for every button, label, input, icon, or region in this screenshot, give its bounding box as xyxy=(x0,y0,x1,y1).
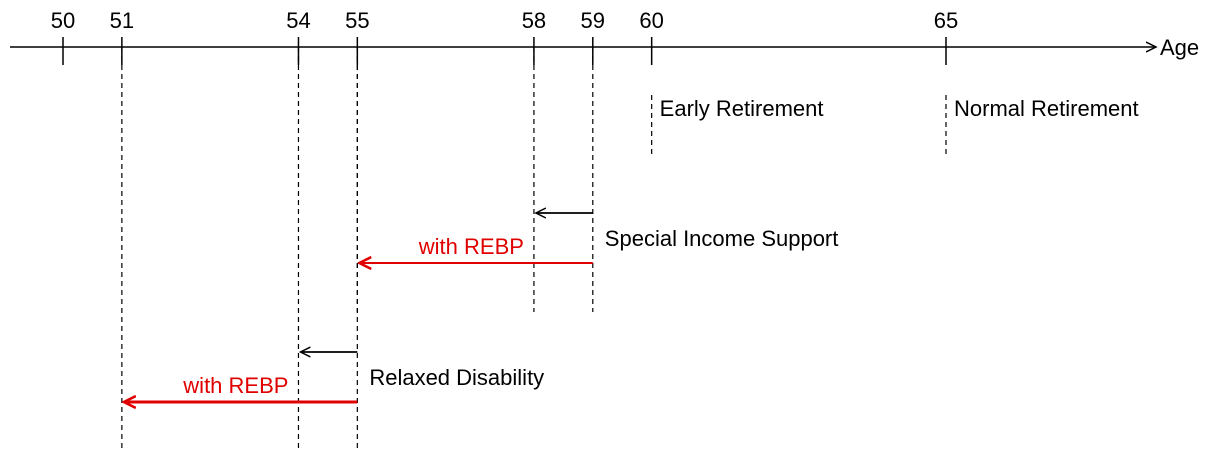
tick-label: 60 xyxy=(639,8,663,33)
axis-label: Age xyxy=(1160,35,1199,60)
tick-label: 54 xyxy=(286,8,310,33)
tick-label: 58 xyxy=(522,8,546,33)
program-label: Special Income Support xyxy=(605,226,839,251)
tick-label: 55 xyxy=(345,8,369,33)
rebp-label: with REBP xyxy=(418,234,524,259)
milestone-label: Normal Retirement xyxy=(954,96,1139,121)
program-label: Relaxed Disability xyxy=(369,365,544,390)
tick-label: 65 xyxy=(934,8,958,33)
rebp-label: with REBP xyxy=(182,373,288,398)
tick-label: 51 xyxy=(110,8,134,33)
tick-label: 50 xyxy=(51,8,75,33)
milestone-label: Early Retirement xyxy=(660,96,824,121)
tick-label: 59 xyxy=(581,8,605,33)
